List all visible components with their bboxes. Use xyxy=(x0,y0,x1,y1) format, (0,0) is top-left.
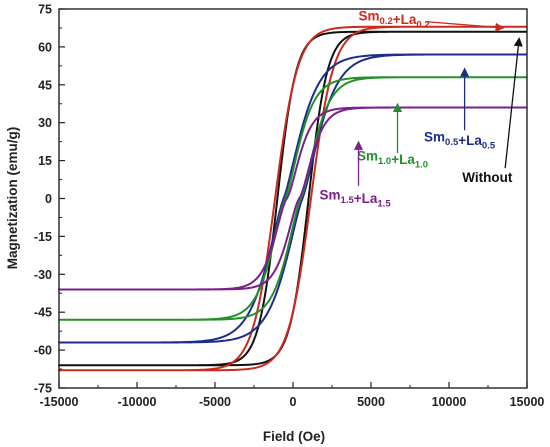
x-axis-label: Field (Oe) xyxy=(263,429,325,444)
series-sm15_la15-loop xyxy=(58,106,527,291)
annotation-label-sm15_la15: Sm1.5+La1.5 xyxy=(320,187,392,209)
annotation-label-sm02_la02: Sm0.2+La0.2 xyxy=(359,8,430,30)
y-tick-label: -45 xyxy=(34,306,52,320)
y-tick-label: 0 xyxy=(45,192,52,206)
x-tick-label: -15000 xyxy=(40,395,79,409)
series-sm10_la10-loop xyxy=(58,76,527,321)
x-tick-label: 15000 xyxy=(510,395,545,409)
x-tick-label: 5000 xyxy=(357,395,385,409)
y-tick-label: 45 xyxy=(38,78,52,92)
annotation-label-sm05_la05: Sm0.5+La0.5 xyxy=(424,130,496,152)
y-tick-label: -15 xyxy=(34,230,52,244)
y-axis-label: Magnetization (emu/g) xyxy=(5,127,20,270)
x-tick-label: -10000 xyxy=(118,395,157,409)
curves-layer xyxy=(58,25,527,372)
annotation-label-without: Without xyxy=(462,170,513,185)
axes-frame xyxy=(58,8,528,389)
x-tick-label: -5000 xyxy=(199,395,231,409)
y-tick-label: 75 xyxy=(38,3,52,17)
y-tick-label: -60 xyxy=(34,344,52,358)
annotation-label-sm10_la10: Sm1.0+La1.0 xyxy=(357,149,428,171)
y-tick-label: -75 xyxy=(34,382,52,396)
plot-frame xyxy=(58,8,528,389)
series-sm05_la05-loop xyxy=(58,53,527,344)
y-tick-label: 15 xyxy=(38,154,52,168)
x-tick-label: 0 xyxy=(290,395,297,409)
annotation-arrow-sm02_la02 xyxy=(425,20,505,32)
y-tick-label: 30 xyxy=(38,116,52,130)
y-tick-label: -30 xyxy=(34,268,52,282)
tick-marks: -15000 -10000 -5000 0 5000 10000 15000 -75 -60 -4… xyxy=(34,3,545,410)
series-sm02_la02-loop xyxy=(58,25,527,372)
y-tick-label: 60 xyxy=(38,40,52,54)
annotation-arrow-without xyxy=(504,37,523,169)
x-tick-label: 10000 xyxy=(432,395,467,409)
